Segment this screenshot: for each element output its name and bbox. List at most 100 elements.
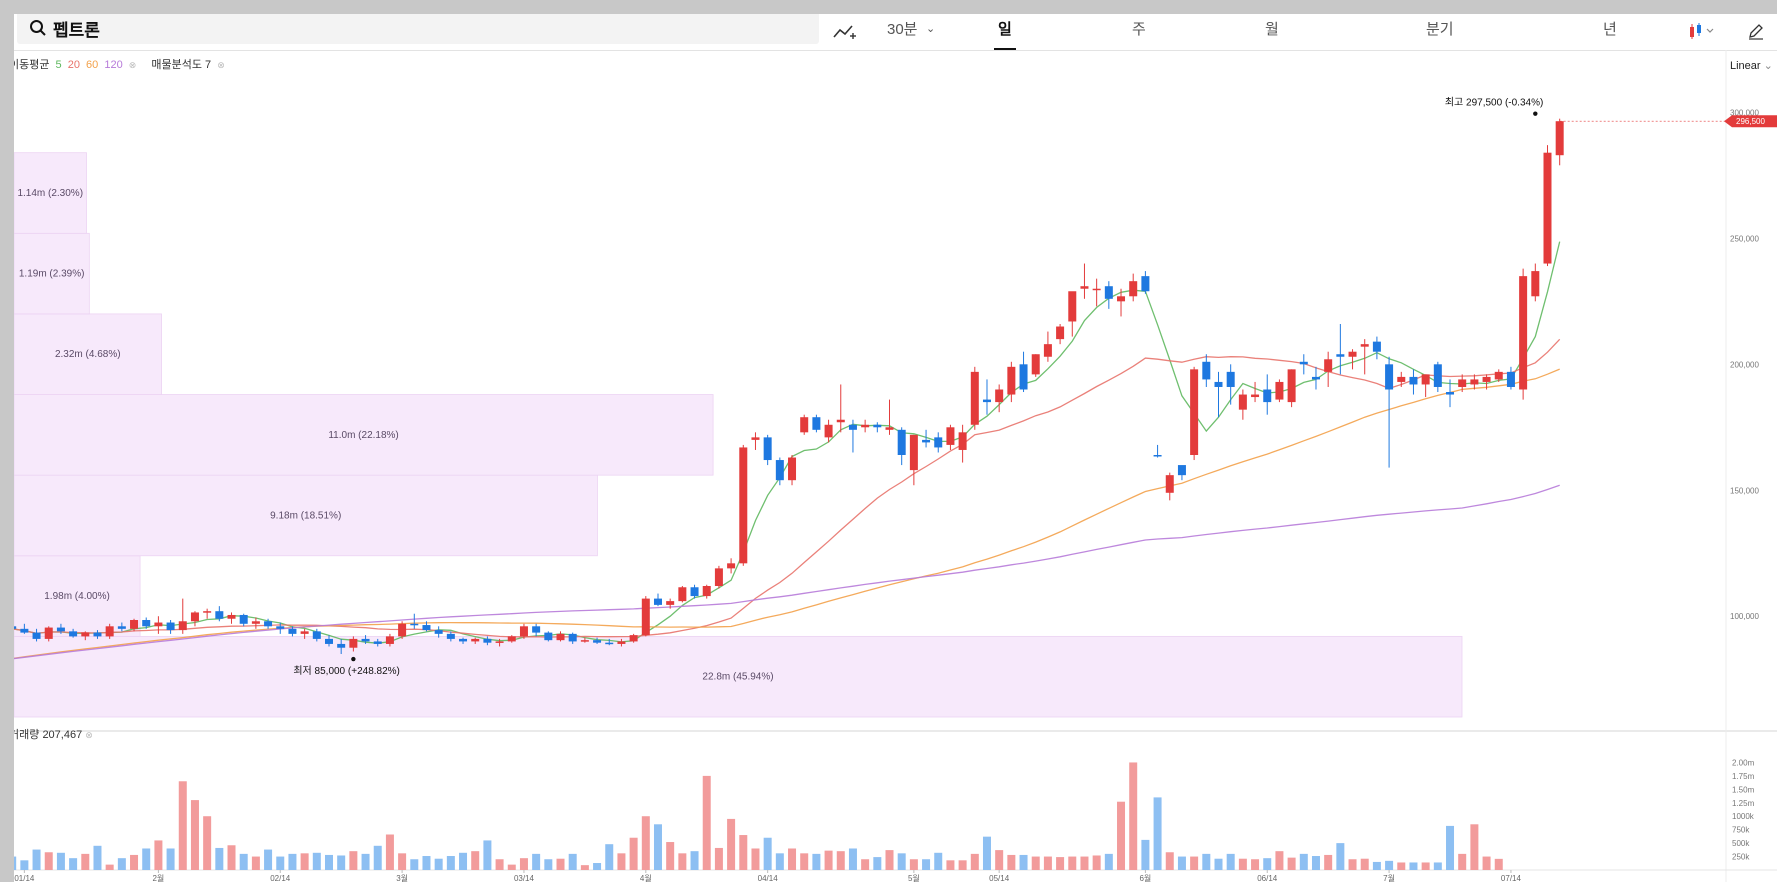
candle-body [142, 620, 151, 627]
volume-bar [775, 853, 784, 870]
tab-week[interactable]: 주 [1132, 21, 1146, 38]
tab-quarter[interactable]: 분기 [1426, 21, 1454, 38]
volume-bar [605, 844, 614, 870]
candle-body [580, 640, 589, 642]
volume-current: 207,467 [42, 729, 83, 741]
candle-body [227, 614, 236, 619]
volume-bar [897, 853, 906, 870]
ma-60-label: 60 [86, 59, 99, 71]
candle-body [617, 641, 626, 644]
volume-profile-band [14, 394, 714, 476]
candle-body [471, 638, 480, 642]
volume-bar [1214, 858, 1223, 870]
candle-body [824, 424, 833, 438]
volume-bar [422, 856, 431, 870]
volume-bar [873, 857, 882, 870]
candle-body [1177, 465, 1186, 476]
candle-body [1080, 286, 1089, 289]
close-icon[interactable]: ⊗ [85, 730, 93, 740]
x-tick-label: 5월 [908, 873, 920, 882]
candle-body [81, 632, 90, 637]
candle-body [1433, 364, 1442, 387]
candle-body [1238, 394, 1247, 410]
volume-bar [653, 824, 662, 870]
chevron-down-icon: ⌄ [1763, 60, 1773, 72]
candle-body [1165, 475, 1174, 493]
volume-bar [264, 849, 273, 870]
volume-bar [568, 853, 577, 870]
candle-body [1531, 271, 1540, 297]
chevron-down-icon[interactable]: ⌄ [926, 23, 936, 35]
tab-day[interactable]: 일 [998, 21, 1012, 38]
price-tick-label: 150,000 [1730, 486, 1759, 495]
volume-bar [190, 800, 199, 870]
volume-legend[interactable]: 거래량 207,467 ⊗ [14, 726, 93, 742]
candle-body [276, 626, 285, 629]
close-icon[interactable]: ⊗ [217, 60, 225, 70]
interval-select[interactable]: 30분 [887, 21, 918, 38]
volume-bar [788, 848, 797, 870]
vp-legend-title: 매물분석도 7 [151, 59, 212, 71]
close-icon[interactable]: ⊗ [128, 60, 137, 70]
candle-body [763, 437, 772, 461]
volume-bar [739, 835, 748, 870]
x-tick-label: 06/14 [1257, 874, 1278, 882]
x-tick-label: 3월 [396, 873, 408, 882]
volume-bar [215, 847, 224, 870]
ma-legend[interactable]: 이동평균 5 20 60 120 ⊗ 매물분석도 7 ⊗ [14, 56, 228, 72]
volume-bar [666, 842, 675, 870]
candle-body [178, 621, 187, 631]
candle-body [909, 434, 918, 471]
volume-bar [300, 853, 309, 870]
volume-bar [410, 859, 419, 870]
volume-bar [446, 856, 455, 870]
candle-body [1019, 364, 1028, 390]
candle-body [1348, 351, 1357, 357]
scale-select[interactable]: Linear ⌄ [1730, 59, 1773, 72]
volume-bar [946, 860, 955, 870]
candle-body [1555, 121, 1564, 156]
volume-bar [1043, 856, 1052, 870]
volume-bar [1190, 856, 1199, 870]
candle-body [1385, 364, 1394, 390]
candle-body [1470, 379, 1479, 385]
chart-canvas[interactable]: 22.8m (45.94%) 1.98m (4.00%) 9.18m (18.51%… [14, 14, 1777, 882]
volume-bar [154, 840, 163, 870]
candle-body [568, 633, 577, 642]
candle-body [848, 424, 857, 430]
candle-body [1117, 296, 1126, 302]
volume-bar [1177, 856, 1186, 870]
candle-body [1226, 371, 1235, 387]
candle-body [373, 641, 382, 644]
candle-body [1007, 366, 1016, 395]
volume-bar [105, 864, 114, 870]
candle-body [1311, 376, 1320, 380]
tab-month[interactable]: 월 [1265, 21, 1279, 38]
candle-type-icon[interactable] [1688, 22, 1718, 40]
candle-body [946, 427, 955, 445]
volume-bar [14, 856, 17, 870]
tab-year[interactable]: 년 [1603, 21, 1617, 38]
candle-body [556, 633, 565, 641]
price-tick-label: 300,000 [1730, 108, 1759, 117]
candle-body [459, 638, 468, 642]
pencil-icon[interactable] [1747, 22, 1765, 40]
high-marker [1533, 111, 1538, 116]
annotations: 최고 297,500 (-0.34%) 최저 85,000 (+248.82%) [293, 97, 1543, 677]
volume-bar [836, 851, 845, 870]
candle-body [1421, 374, 1430, 385]
volume-bar [1385, 860, 1394, 870]
search-box[interactable]: 펩트론 [17, 14, 819, 44]
volume-bar [1433, 862, 1442, 870]
volume-bar [227, 845, 236, 870]
volume-bar [324, 854, 333, 870]
line-chart-add-icon[interactable] [833, 22, 857, 40]
volume-profile-label: 2.32m (4.68%) [55, 349, 121, 360]
candle-body [337, 643, 346, 648]
volume-bar [178, 781, 187, 870]
candle-body [1129, 281, 1138, 297]
volume-tick-label: 1.50m [1732, 785, 1755, 794]
candle-body [1458, 379, 1467, 387]
volume-bar [1470, 824, 1479, 870]
ma-120-label: 120 [104, 59, 123, 71]
